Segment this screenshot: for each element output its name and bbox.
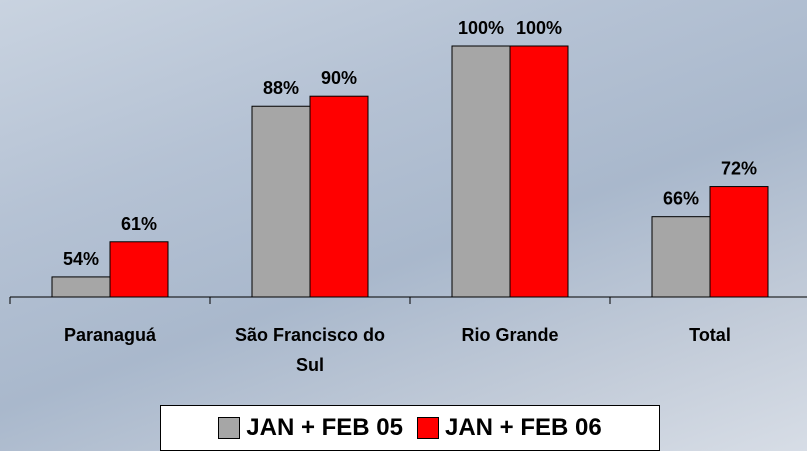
data-label: 54% bbox=[63, 249, 99, 269]
legend-item: JAN + FEB 06 bbox=[417, 414, 602, 442]
bar bbox=[109, 241, 169, 298]
bar bbox=[651, 216, 711, 298]
bar bbox=[251, 105, 311, 298]
x-tick-label: Total bbox=[689, 325, 731, 345]
x-tick-label: Rio Grande bbox=[461, 325, 559, 345]
legend-label: JAN + FEB 05 bbox=[246, 414, 403, 441]
bar bbox=[709, 186, 769, 298]
data-label: 72% bbox=[721, 159, 757, 179]
x-tick-label: Paranaguá bbox=[63, 325, 157, 345]
data-label: 90% bbox=[321, 68, 357, 88]
legend-swatch bbox=[417, 417, 439, 439]
bar bbox=[451, 45, 511, 298]
data-label: 61% bbox=[121, 214, 157, 234]
legend-swatch bbox=[218, 417, 241, 439]
x-tick-label: São Francisco do Sul bbox=[234, 325, 386, 375]
data-label: 100% bbox=[516, 18, 562, 38]
legend-label: JAN + FEB 06 bbox=[445, 414, 602, 441]
bar bbox=[309, 95, 369, 298]
legend: JAN + FEB 05 JAN + FEB 06 bbox=[160, 405, 660, 451]
data-label: 100% bbox=[458, 18, 504, 38]
data-label: 66% bbox=[663, 189, 699, 209]
bar bbox=[51, 276, 111, 298]
data-label: 88% bbox=[263, 78, 299, 98]
bar bbox=[509, 45, 569, 298]
legend-item: JAN + FEB 05 bbox=[218, 414, 403, 442]
